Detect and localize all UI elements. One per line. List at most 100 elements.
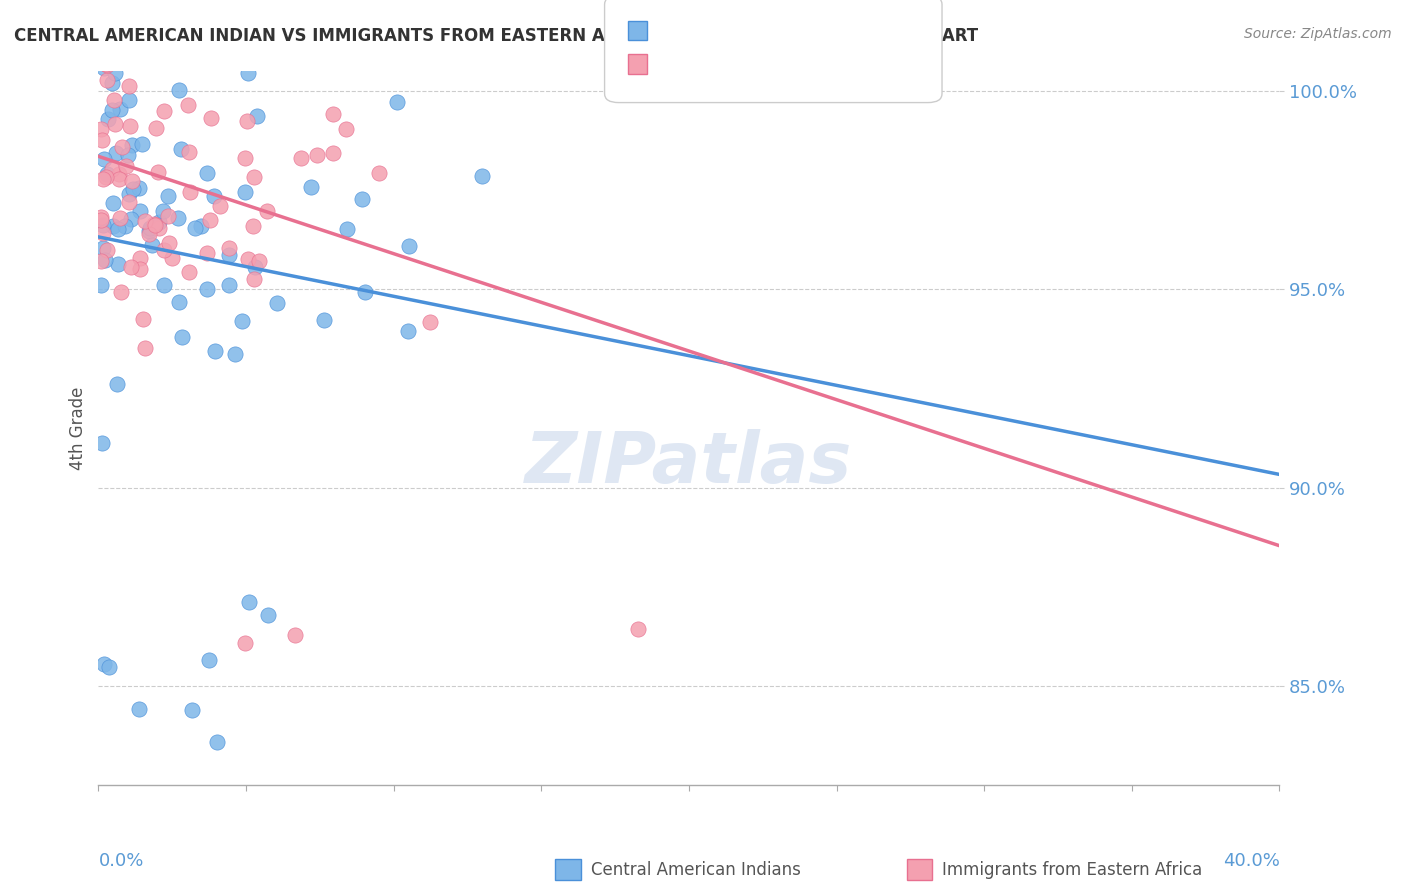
Point [145, 121, 167, 136]
Point [247, 254, 270, 268]
Point [103, 93, 125, 107]
Point [139, 221, 162, 235]
Text: 0.0%: 0.0% [98, 853, 143, 871]
Point [93, 152, 115, 166]
Point [94, 57, 117, 71]
Text: R = 0.048   N = 81: R = 0.048 N = 81 [651, 54, 808, 71]
Point [103, 196, 125, 211]
Point [627, 622, 650, 636]
Point [190, 219, 212, 234]
Point [148, 220, 170, 235]
Point [90, 210, 112, 224]
Point [108, 211, 131, 225]
Point [118, 187, 141, 202]
Point [138, 227, 160, 242]
Point [398, 239, 420, 253]
Point [98, 660, 121, 674]
Point [90, 436, 112, 450]
Text: Source: ZipAtlas.com: Source: ZipAtlas.com [1244, 27, 1392, 41]
Point [121, 174, 143, 188]
Point [392, 37, 415, 51]
Point [112, 37, 135, 51]
Point [242, 219, 264, 234]
Point [243, 260, 266, 274]
Text: 40.0%: 40.0% [1223, 853, 1279, 871]
Point [129, 252, 152, 266]
Point [290, 152, 312, 166]
Text: ZIPatlas: ZIPatlas [526, 429, 852, 499]
Point [131, 136, 153, 151]
Point [335, 122, 357, 136]
Point [177, 265, 200, 279]
Point [322, 107, 344, 121]
Point [107, 53, 129, 67]
Point [129, 262, 152, 277]
Point [202, 189, 225, 203]
Point [128, 702, 150, 716]
Point [170, 142, 193, 156]
Point [195, 282, 218, 296]
Point [231, 29, 253, 44]
Point [90, 122, 112, 136]
Point [90, 278, 112, 293]
Point [396, 324, 419, 338]
Point [181, 703, 204, 717]
Point [243, 170, 266, 185]
Point [218, 247, 240, 261]
Point [471, 169, 494, 183]
Point [117, 148, 139, 162]
Point [153, 103, 176, 118]
Point [197, 166, 219, 180]
Point [179, 186, 201, 200]
Point [114, 160, 136, 174]
Point [271, 22, 294, 37]
Point [108, 102, 131, 116]
Point [138, 224, 160, 238]
Point [183, 221, 205, 235]
Point [93, 62, 115, 76]
Point [162, 251, 184, 265]
Point [118, 93, 141, 107]
Point [107, 171, 129, 186]
Point [110, 285, 132, 299]
Point [129, 203, 152, 218]
Point [157, 209, 180, 223]
Point [120, 260, 142, 274]
Point [336, 222, 359, 236]
Point [307, 148, 329, 162]
Point [411, 52, 433, 66]
Point [103, 219, 125, 233]
Point [96, 244, 118, 258]
Text: Central American Indians: Central American Indians [591, 861, 800, 879]
Point [157, 235, 180, 250]
Point [101, 20, 124, 34]
Point [143, 217, 166, 231]
Point [146, 165, 169, 179]
Point [186, 18, 208, 32]
Point [96, 58, 118, 72]
Point [200, 111, 222, 125]
Point [195, 246, 218, 260]
Point [153, 277, 176, 292]
Point [90, 212, 112, 227]
Point [233, 152, 256, 166]
Point [96, 168, 118, 182]
Point [236, 66, 259, 80]
Point [167, 295, 190, 310]
Point [224, 346, 246, 360]
Point [233, 185, 256, 199]
Point [193, 27, 215, 41]
Y-axis label: 4th Grade: 4th Grade [69, 386, 87, 470]
Point [153, 244, 176, 258]
Point [98, 54, 121, 68]
Point [385, 95, 408, 109]
Point [238, 595, 260, 609]
Point [91, 171, 114, 186]
Point [231, 314, 253, 328]
Point [134, 214, 156, 228]
Point [105, 377, 128, 392]
Point [256, 607, 278, 622]
Point [94, 253, 117, 268]
Point [350, 192, 373, 206]
Point [120, 211, 142, 226]
